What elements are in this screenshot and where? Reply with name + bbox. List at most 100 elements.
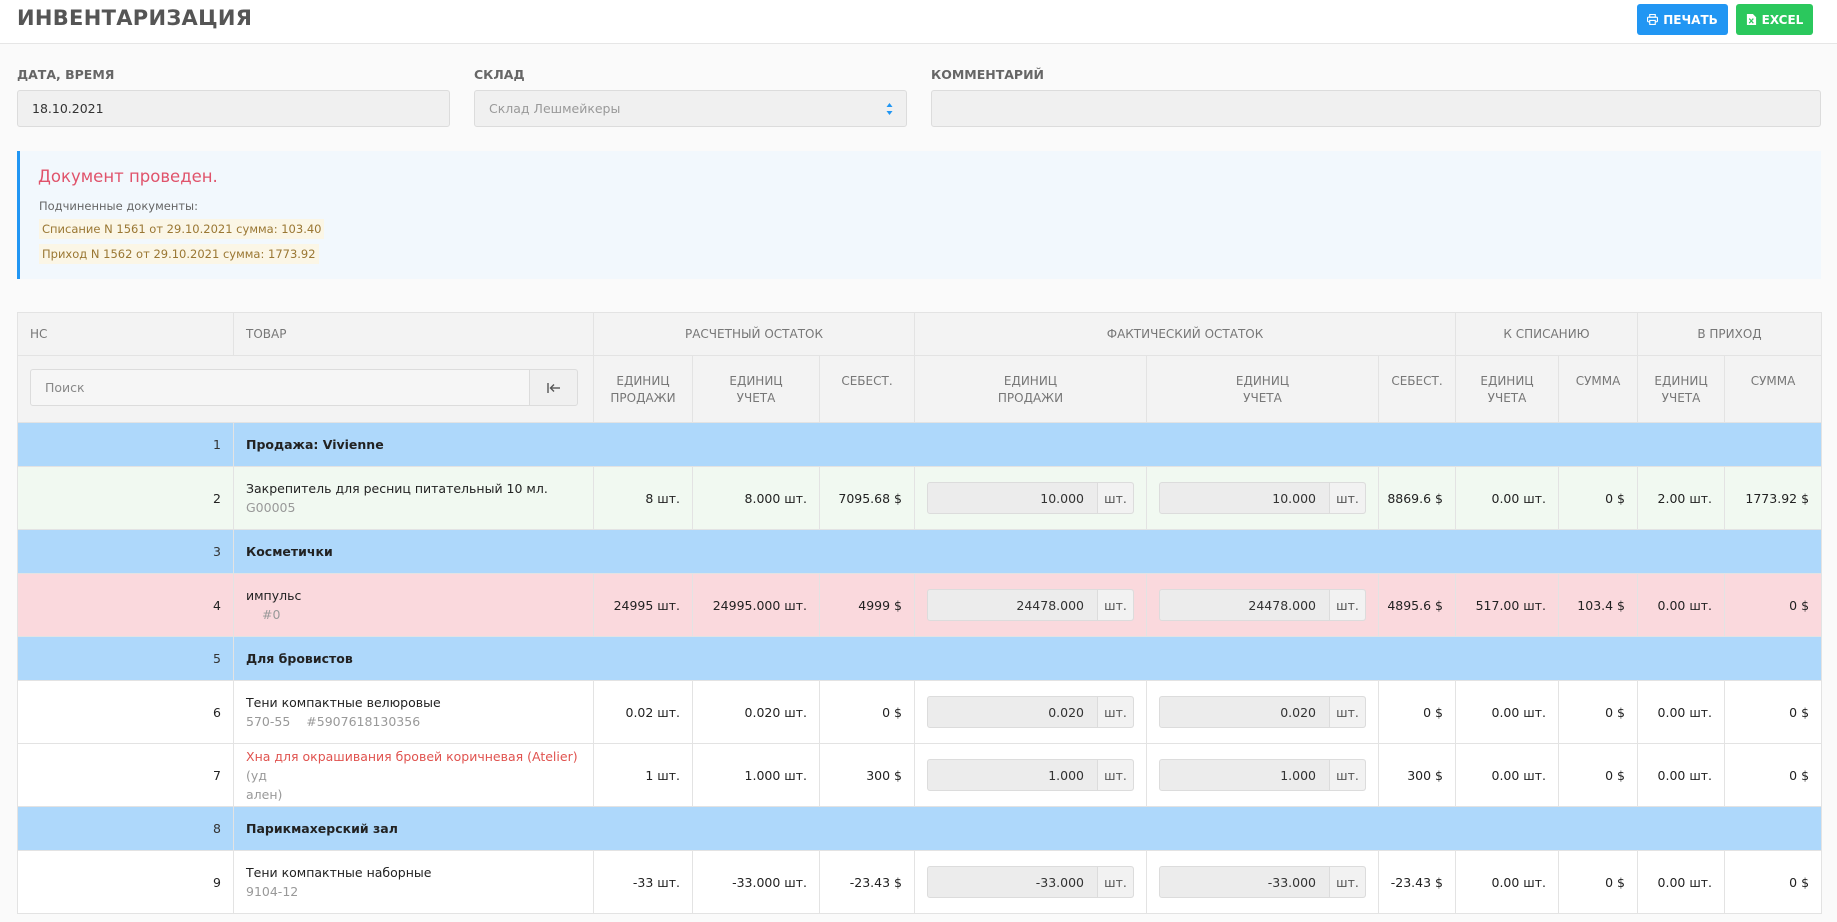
fact-sale-input[interactable]: 0.020 шт. [927, 696, 1134, 728]
calc-sale-units: -33 шт. [593, 850, 693, 914]
product-name[interactable]: Тени компактные велюровые [246, 695, 441, 710]
writeoff-sum: 103.4 $ [1557, 573, 1639, 637]
income-units: 0.00 шт. [1637, 573, 1726, 637]
writeoff-units: 0.00 шт. [1455, 850, 1559, 914]
income-doc-link[interactable]: Приход N 1562 от 29.10.2021 сумма: 1773.… [39, 244, 319, 264]
product-name[interactable]: импульс [246, 588, 302, 603]
product-status-suffix: (уд [246, 767, 267, 783]
fact-sale-input[interactable]: -33.000 шт. [927, 866, 1134, 898]
header-product: ТОВАР [233, 312, 594, 356]
fact-acc-input[interactable]: 10.000 шт. [1159, 482, 1366, 514]
group-name: Для бровистов [232, 636, 1823, 681]
status-notice: Документ проведен. Подчиненные документы… [17, 151, 1821, 279]
table-row: 6 Тени компактные велюровые 570-55 #59076… [17, 680, 1823, 744]
print-button[interactable]: ПЕЧАТЬ [1637, 4, 1728, 35]
calc-sale-units: 0.02 шт. [593, 680, 693, 744]
writeoff-units: 0.00 шт. [1455, 466, 1559, 530]
writeoff-units: 0.00 шт. [1455, 743, 1559, 807]
subheader-calc-sale-units: ЕДИНИЦ ПРОДАЖИ [593, 355, 693, 423]
warehouse-label: СКЛАД [474, 67, 525, 82]
calc-sale-units: 1 шт. [593, 743, 693, 807]
group-row: 8 Парикмахерский зал [17, 806, 1823, 851]
income-sum: 1773.92 $ [1724, 466, 1823, 530]
product-name[interactable]: Хна для окрашивания бровей коричневая (A… [246, 748, 578, 764]
header-fact-stock: ФАКТИЧЕСКИЙ ОСТАТОК [914, 312, 1456, 356]
product-code: #0 [262, 607, 281, 622]
product-status-suffix-cont: ален) [246, 786, 283, 802]
fact-cost: 4895.6 $ [1378, 573, 1456, 637]
group-name: Продажа: Vivienne [232, 422, 1823, 467]
warehouse-select[interactable]: Склад Лешмейкеры [474, 90, 907, 127]
fact-acc-input[interactable]: 24478.000 шт. [1159, 589, 1366, 621]
excel-label: EXCEL [1761, 12, 1804, 27]
header-income: В ПРИХОД [1637, 312, 1823, 356]
product-cell: Тени компактные велюровые 570-55 #5907618… [233, 680, 594, 744]
table-row: 4 импульс #0 24995 шт. 24995.000 шт. 499… [17, 573, 1823, 637]
table-row: 7 Хна для окрашивания бровей коричневая … [17, 743, 1823, 807]
fact-sale-input[interactable]: 10.000 шт. [927, 482, 1134, 514]
fact-cost: -23.43 $ [1378, 850, 1456, 914]
date-field[interactable]: 18.10.2021 [17, 90, 450, 127]
product-name[interactable]: Закрепитель для ресниц питательный 10 мл… [246, 481, 548, 496]
writeoff-sum: 0 $ [1557, 680, 1639, 744]
row-number: 3 [17, 529, 234, 574]
fact-acc-input[interactable]: 0.020 шт. [1159, 696, 1366, 728]
product-name[interactable]: Тени компактные наборные [246, 865, 432, 880]
top-bar: ИНВЕНТАРИЗАЦИЯ ПЕЧАТЬ EXCEL [0, 0, 1837, 44]
unit-label: шт. [1097, 697, 1133, 727]
unit-label: шт. [1329, 697, 1365, 727]
income-sum: 0 $ [1724, 850, 1823, 914]
calc-cost: 300 $ [819, 743, 915, 807]
printer-icon [1647, 14, 1659, 25]
income-sum: 0 $ [1724, 573, 1823, 637]
product-cell: Тени компактные наборные 9104-12 [233, 850, 594, 914]
group-name: Парикмахерский зал [232, 806, 1823, 851]
income-units: 0.00 шт. [1637, 743, 1726, 807]
product-cell: импульс #0 [233, 573, 594, 637]
notice-title: Документ проведен. [38, 167, 218, 186]
page-title: ИНВЕНТАРИЗАЦИЯ [17, 6, 253, 30]
row-number: 6 [17, 680, 234, 744]
table-row: 9 Тени компактные наборные 9104-12 -33 ш… [17, 850, 1823, 914]
fact-sale-input[interactable]: 24478.000 шт. [927, 589, 1134, 621]
calc-acc-units: 24995.000 шт. [692, 573, 820, 637]
calc-acc-units: 8.000 шт. [692, 466, 820, 530]
header-writeoff: К СПИСАНИЮ [1454, 312, 1639, 356]
select-arrows-icon [886, 103, 893, 115]
row-number: 4 [17, 573, 234, 637]
unit-label: шт. [1097, 867, 1133, 897]
writeoff-doc-link[interactable]: Списание N 1561 от 29.10.2021 сумма: 103… [39, 219, 325, 239]
subheader-fact-acc-units: ЕДИНИЦ УЧЕТА [1146, 355, 1379, 423]
subheader-writeoff-sum: СУММА [1557, 355, 1639, 423]
fact-acc-input[interactable]: 1.000 шт. [1159, 759, 1366, 791]
unit-label: шт. [1097, 590, 1133, 620]
calc-acc-units: 0.020 шт. [692, 680, 820, 744]
subheader-calc-cost: СЕБЕСТ. [819, 355, 915, 423]
header-calc-stock: РАСЧЕТНЫЙ ОСТАТОК [593, 312, 915, 356]
subheader-income-units: ЕДИНИЦ УЧЕТА [1637, 355, 1726, 423]
comment-label: КОММЕНТАРИЙ [931, 67, 1045, 82]
writeoff-sum: 0 $ [1557, 466, 1639, 530]
product-code: G00005 [246, 500, 296, 515]
unit-label: шт. [1097, 760, 1133, 790]
calc-sale-units: 24995 шт. [593, 573, 693, 637]
search-input[interactable] [30, 369, 530, 406]
excel-button[interactable]: EXCEL [1736, 4, 1813, 35]
header-nc: НС [17, 312, 234, 356]
fact-acc-input[interactable]: -33.000 шт. [1159, 866, 1366, 898]
calc-cost: 0 $ [819, 680, 915, 744]
row-number: 7 [17, 743, 234, 807]
print-label: ПЕЧАТЬ [1663, 12, 1718, 27]
date-value: 18.10.2021 [32, 101, 104, 116]
comment-field[interactable] [931, 90, 1821, 127]
unit-label: шт. [1329, 867, 1365, 897]
income-units: 2.00 шт. [1637, 466, 1726, 530]
inventory-table: НС ТОВАР РАСЧЕТНЫЙ ОСТАТОК ФАКТИЧЕСКИЙ О… [17, 312, 1823, 914]
collapse-button[interactable] [529, 369, 578, 406]
warehouse-value: Склад Лешмейкеры [489, 101, 621, 116]
arrow-left-to-line-icon [546, 382, 560, 393]
income-units: 0.00 шт. [1637, 850, 1726, 914]
fact-sale-input[interactable]: 1.000 шт. [927, 759, 1134, 791]
group-row: 1 Продажа: Vivienne [17, 422, 1823, 467]
writeoff-sum: 0 $ [1557, 743, 1639, 807]
